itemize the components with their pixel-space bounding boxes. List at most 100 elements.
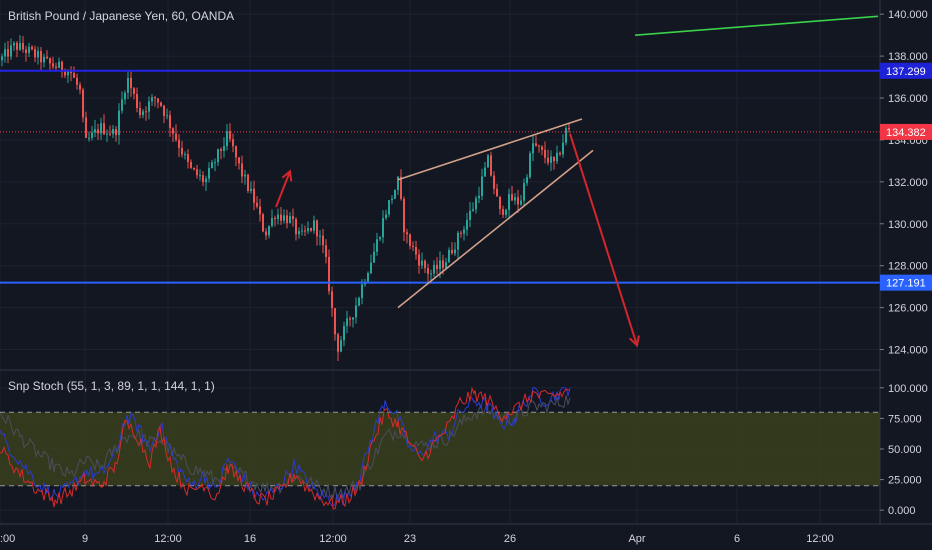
price-levels[interactable] <box>0 69 880 284</box>
candle-body <box>172 128 174 134</box>
candle-body <box>457 232 459 250</box>
lower-blue-level-badge-label: 127.191 <box>886 278 926 290</box>
candle-body <box>64 71 66 76</box>
candle-body <box>325 245 327 257</box>
candle-body <box>283 215 285 221</box>
candle-body <box>403 198 405 233</box>
last-price-badge-label: 134.382 <box>886 127 926 139</box>
candle-body <box>121 99 123 111</box>
candle-body <box>220 149 222 151</box>
candle-body <box>394 190 396 199</box>
candle-body <box>85 117 87 138</box>
red-up-arrow[interactable] <box>275 171 291 208</box>
candle-body <box>301 230 303 232</box>
candle-body <box>487 155 489 168</box>
price-axis[interactable] <box>880 0 932 524</box>
candle-body <box>376 239 378 252</box>
candle-body <box>52 63 54 67</box>
price-tick-label: 136.000 <box>888 93 928 105</box>
candle-body <box>316 220 318 237</box>
red-down-arrow[interactable] <box>569 133 638 346</box>
candle-body <box>166 115 168 117</box>
candle-body <box>547 157 549 163</box>
candle-body <box>178 139 180 148</box>
candle-body <box>370 262 372 274</box>
candle-body <box>154 97 156 99</box>
candle-body <box>322 235 324 246</box>
candle-body <box>430 273 432 275</box>
drawings[interactable] <box>275 15 879 348</box>
candle-body <box>106 133 108 135</box>
candle-body <box>139 108 141 115</box>
stoch-tick-label: 100.000 <box>888 383 928 395</box>
candle-body <box>181 147 183 155</box>
candle-body <box>265 231 267 236</box>
candle-body <box>337 334 339 352</box>
time-tick-label: 12:00 <box>806 533 834 545</box>
candle-body <box>148 101 150 112</box>
lower-channel-line[interactable] <box>397 149 594 309</box>
candle-body <box>100 123 102 134</box>
candle-body <box>535 143 537 146</box>
candle-body <box>433 264 435 274</box>
price-tick-label: 130.000 <box>888 219 928 231</box>
candle-body <box>169 115 171 129</box>
candle-body <box>76 77 78 85</box>
candle-body <box>250 188 252 191</box>
candle-body <box>124 92 126 100</box>
candle-body <box>88 137 90 139</box>
candle-body <box>463 229 465 234</box>
candle-body <box>388 200 390 215</box>
candle-body <box>340 340 342 352</box>
candle-body <box>499 196 501 210</box>
candle-body <box>280 214 282 221</box>
candle-body <box>16 42 18 50</box>
candle-body <box>22 43 24 50</box>
candle-body <box>112 128 114 134</box>
time-axis-ticks: :00 9 12:00 16 12:00 23 26 Apr 6 12:00 <box>0 533 834 545</box>
candle-body <box>244 174 246 177</box>
candle-body <box>262 214 264 232</box>
candle-body <box>565 128 567 143</box>
green-trend-line[interactable] <box>634 15 879 36</box>
candle-body <box>103 123 105 135</box>
candle-body <box>307 228 309 232</box>
candle-body <box>358 298 360 306</box>
stoch-series-line <box>0 395 571 501</box>
candle-body <box>190 161 192 168</box>
candle-body <box>397 176 399 191</box>
last-price-badge <box>880 123 932 140</box>
candle-body <box>310 228 312 231</box>
candle-body <box>400 176 402 199</box>
time-tick-label: :00 <box>0 533 15 545</box>
upper-channel-line[interactable] <box>397 118 583 181</box>
candle-body <box>277 214 279 220</box>
candle-body <box>391 198 393 201</box>
candle-body <box>550 156 552 163</box>
candle-body <box>334 308 336 335</box>
candle-body <box>313 220 315 231</box>
candle-body <box>28 46 30 54</box>
price-axis-ticks: 124.000126.000128.000130.000132.000134.0… <box>880 9 928 517</box>
candle-body <box>70 71 72 74</box>
candle-body <box>58 61 60 68</box>
candle-body <box>382 217 384 238</box>
time-tick-label: 9 <box>82 533 88 545</box>
candle-body <box>274 218 276 220</box>
candle-body <box>10 45 12 57</box>
candle-body <box>544 149 546 158</box>
candle-body <box>160 102 162 106</box>
candle-body <box>352 317 354 320</box>
candle-body <box>502 209 504 215</box>
candle-body <box>553 156 555 162</box>
candle-body <box>490 155 492 176</box>
candle-body <box>343 325 345 341</box>
candle-body <box>151 97 153 102</box>
stoch-tick-label: 0.000 <box>888 505 916 517</box>
candle-body <box>319 235 321 237</box>
candle-body <box>226 131 228 147</box>
candle-body <box>40 50 42 63</box>
lower-blue-level-badge <box>880 274 932 291</box>
candle-body <box>187 154 189 162</box>
